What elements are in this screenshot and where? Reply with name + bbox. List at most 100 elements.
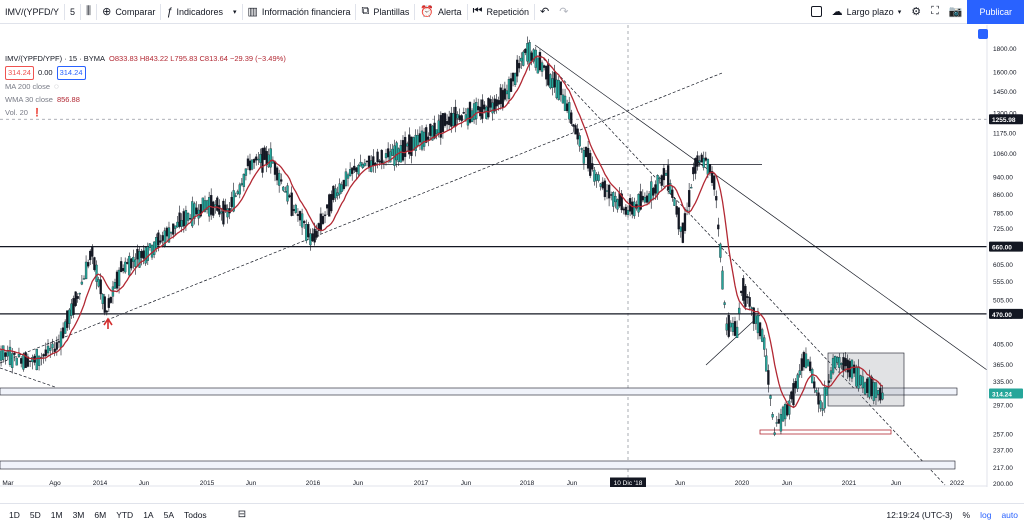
candle-body [178, 212, 181, 227]
warning-icon[interactable]: ❗ [31, 108, 42, 117]
candle-body [53, 348, 56, 352]
candle-body [485, 106, 488, 119]
bid-badge[interactable]: 314.24 [5, 66, 34, 80]
candle-body [633, 201, 636, 217]
range-button-3m[interactable]: 3M [72, 509, 85, 520]
axis-settings-button[interactable] [978, 29, 988, 39]
candle-body [220, 211, 223, 214]
candle-body [22, 354, 25, 370]
candle-body [294, 204, 297, 213]
settings-button[interactable]: ⚙ [906, 0, 926, 24]
candle-body [2, 345, 5, 360]
candle-body [4, 352, 7, 357]
candle-body [669, 183, 672, 194]
range-button-1a[interactable]: 1A [143, 509, 154, 520]
candle-body [376, 151, 379, 163]
undo-button[interactable]: ↶ [535, 0, 554, 24]
price-badge-label[interactable]: 1255.98 [992, 117, 1016, 124]
range-button-1d[interactable]: 1D [9, 509, 20, 520]
time-tick-label: Jun [675, 480, 686, 487]
candle-body [182, 211, 185, 227]
candle-body [735, 326, 739, 338]
candle-body [568, 102, 571, 120]
price-tick-label: 1300.00 [993, 110, 1017, 117]
candle-body [466, 108, 470, 126]
layout-name-button[interactable]: ☁ Largo plazo ▾ [827, 0, 907, 24]
candle-body [773, 432, 776, 435]
replay-button[interactable]: ⏮ Repetición [468, 0, 534, 24]
candle-body [754, 315, 758, 324]
candle-body [796, 374, 799, 389]
chart-type-button[interactable]: ⫼ [81, 0, 96, 24]
price-badge-label[interactable]: 660.00 [992, 245, 1012, 252]
candle-body [325, 204, 329, 209]
range-button-5a[interactable]: 5A [163, 509, 174, 520]
candle-body [191, 201, 194, 227]
candle-body [677, 207, 680, 230]
candle-body [524, 48, 527, 53]
candle-body [165, 227, 169, 237]
compare-button[interactable]: ⊕ Comparar [97, 0, 160, 24]
log-scale-toggle[interactable]: log [980, 509, 992, 520]
templates-button[interactable]: ⧉ Plantillas [356, 0, 414, 24]
range-button-5d[interactable]: 5D [29, 509, 41, 520]
candle-body [641, 195, 644, 201]
price-chart[interactable]: 1800.00 1600.00 1450.00 1300.00 1175.00 1060.… [0, 25, 1024, 487]
layout-select-checkbox[interactable] [806, 0, 827, 24]
candle-body [363, 162, 366, 166]
candle-body [84, 261, 88, 280]
clock-timezone[interactable]: 12:19:24 (UTC-3) [886, 509, 953, 520]
candle-body [831, 357, 835, 374]
alert-button[interactable]: ⏰ Alerta [415, 0, 466, 24]
range-button-1m[interactable]: 1M [50, 509, 63, 520]
price-tick-label: 785.00 [993, 210, 1013, 217]
percent-scale-toggle[interactable]: % [962, 509, 971, 520]
candle-body [397, 148, 400, 163]
indicators-button[interactable]: ƒ Indicadores ▾ [161, 0, 241, 24]
candle-body [234, 195, 237, 197]
auto-scale-toggle[interactable]: auto [1001, 509, 1018, 520]
candle-body [758, 322, 762, 337]
legend-vol-row[interactable]: Vol. 20 ❗ [5, 107, 286, 119]
candle-body [481, 99, 484, 119]
chart-pane[interactable]: 1800.00 1600.00 1450.00 1300.00 1175.00 1060.… [0, 25, 1024, 487]
candle-body [257, 158, 260, 161]
range-button-todos[interactable]: Todos [184, 509, 207, 520]
price-badge-label[interactable]: 314.24 [992, 392, 1012, 399]
candle-body [570, 112, 573, 124]
candle-body [284, 191, 287, 193]
candle-body [545, 65, 548, 80]
range-button-6m[interactable]: 6M [94, 509, 107, 520]
ask-badge[interactable]: 314.24 [56, 66, 86, 80]
candle-body [138, 251, 141, 268]
price-badge-label[interactable]: 470.00 [992, 312, 1012, 319]
redo-button[interactable]: ↷ [554, 0, 573, 24]
candle-body [115, 271, 119, 289]
financials-button[interactable]: ▥ Información financiera [243, 0, 356, 24]
legend-ma-row[interactable]: MA 200 close ◌ [5, 81, 286, 93]
candle-body [456, 114, 459, 119]
eye-hidden-icon[interactable]: ◌ [54, 82, 59, 91]
candle-body [513, 73, 517, 86]
time-tick-label: 2014 [93, 480, 108, 487]
candle-body [507, 79, 511, 99]
candle-body [555, 79, 558, 99]
candle-body [620, 193, 623, 211]
candle-body [777, 419, 781, 424]
goto-date-icon[interactable]: ⊟ [237, 509, 247, 520]
candle-body [319, 213, 323, 232]
screenshot-button[interactable]: 📷 [944, 0, 968, 24]
candle-body [763, 337, 766, 350]
candle-body [280, 179, 283, 182]
legend-wma-row[interactable]: WMA 30 close 856.88 [5, 94, 286, 106]
interval-button[interactable]: 5 [65, 0, 80, 24]
candle-body [694, 158, 697, 174]
publish-button[interactable]: Publicar [967, 0, 1024, 24]
symbol-search-button[interactable]: IMV/(YPFD/Y [0, 0, 64, 24]
time-tick-label: 2021 [842, 480, 857, 487]
candle-body [491, 102, 494, 114]
candle-body [740, 290, 743, 294]
fullscreen-button[interactable]: ⛶ [926, 0, 944, 24]
candle-body [418, 133, 422, 143]
range-button-ytd[interactable]: YTD [116, 509, 134, 520]
